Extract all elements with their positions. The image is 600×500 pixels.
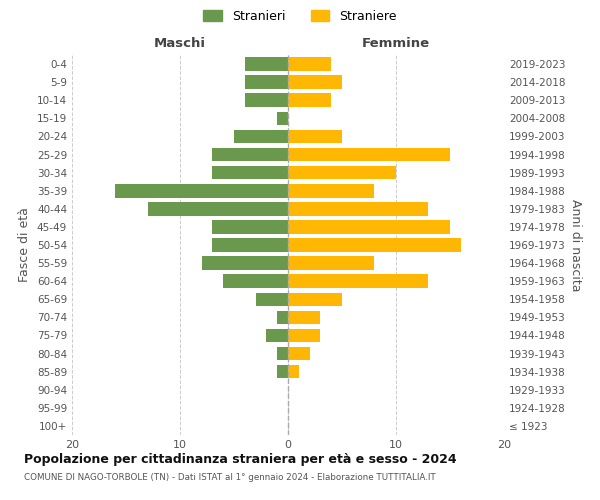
Bar	[288, 166, 396, 179]
Bar	[288, 148, 450, 162]
Bar	[288, 184, 374, 198]
Bar	[256, 292, 288, 306]
Bar	[288, 238, 461, 252]
Bar	[266, 328, 288, 342]
Y-axis label: Anni di nascita: Anni di nascita	[569, 198, 582, 291]
Bar	[245, 76, 288, 89]
Bar	[277, 310, 288, 324]
Bar	[288, 292, 342, 306]
Bar	[288, 76, 342, 89]
Bar	[288, 58, 331, 71]
Bar	[245, 58, 288, 71]
Bar	[277, 347, 288, 360]
Bar	[288, 94, 331, 107]
Bar	[288, 274, 428, 288]
Bar	[212, 238, 288, 252]
Bar	[277, 112, 288, 125]
Bar	[245, 94, 288, 107]
Bar	[115, 184, 288, 198]
Bar	[288, 310, 320, 324]
Bar	[212, 220, 288, 234]
Bar	[288, 220, 450, 234]
Text: Maschi: Maschi	[154, 36, 206, 50]
Text: Femmine: Femmine	[362, 36, 430, 50]
Bar	[277, 365, 288, 378]
Text: Popolazione per cittadinanza straniera per età e sesso - 2024: Popolazione per cittadinanza straniera p…	[24, 452, 457, 466]
Bar	[288, 347, 310, 360]
Bar	[212, 148, 288, 162]
Bar	[148, 202, 288, 215]
Bar	[288, 130, 342, 143]
Bar	[212, 166, 288, 179]
Legend: Stranieri, Straniere: Stranieri, Straniere	[199, 6, 401, 26]
Bar	[234, 130, 288, 143]
Y-axis label: Fasce di età: Fasce di età	[19, 208, 31, 282]
Bar	[202, 256, 288, 270]
Bar	[288, 202, 428, 215]
Bar	[288, 256, 374, 270]
Text: COMUNE DI NAGO-TORBOLE (TN) - Dati ISTAT al 1° gennaio 2024 - Elaborazione TUTTI: COMUNE DI NAGO-TORBOLE (TN) - Dati ISTAT…	[24, 472, 436, 482]
Bar	[223, 274, 288, 288]
Bar	[288, 365, 299, 378]
Bar	[288, 328, 320, 342]
